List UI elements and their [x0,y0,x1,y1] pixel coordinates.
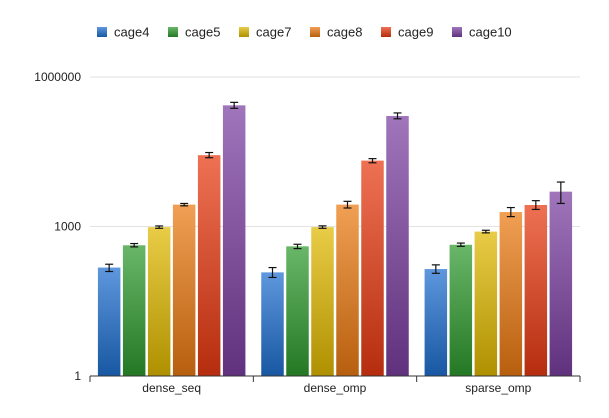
legend-item-cage9: cage9 [381,25,433,40]
bar-cage10-dense_seq [222,105,246,376]
error-bar-cage9-dense_seq [205,151,214,159]
bar-cage4-sparse_omp [424,269,448,376]
legend-item-cage5: cage5 [168,25,220,40]
error-bar-cage10-dense_omp [393,112,402,120]
legend-item-cage4: cage4 [97,25,149,40]
error-bars [105,101,565,279]
legend-swatch [381,27,391,37]
error-bar-cage8-dense_seq [180,202,189,207]
y-tick-label: 1 [74,369,81,383]
bar-cage9-dense_seq [197,155,221,376]
x-axis: dense_seq dense_omp sparse_omp [89,375,581,395]
legend-swatch [310,27,320,37]
bar-cage10-sparse_omp [549,191,573,376]
legend: cage4 cage5 cage7 cage8 cage9 cage10 [97,25,512,40]
error-bar-cage7-sparse_omp [481,229,490,234]
bar-cage10-dense_omp [386,115,409,376]
bar-cage4-dense_seq [97,267,121,376]
bar-cage7-sparse_omp [474,231,498,376]
legend-swatch [239,27,249,37]
y-tick-label: 1000000 [34,70,81,84]
legend-label: cage7 [256,25,291,40]
error-bar-cage5-sparse_omp [456,242,465,247]
error-bar-cage4-sparse_omp [431,264,440,274]
error-bar-cage9-sparse_omp [531,200,540,211]
bar-cage8-sparse_omp [499,212,523,376]
gridlines [90,76,580,227]
x-tick-label: sparse_omp [465,381,531,395]
error-bar-cage5-dense_seq [130,242,139,248]
legend-item-cage10: cage10 [452,25,512,40]
legend-label: cage4 [114,25,149,40]
error-bar-cage10-sparse_omp [556,181,565,205]
y-axis: 1 1000 1000000 [34,70,81,383]
legend-swatch [452,27,462,37]
legend-swatch [97,27,107,37]
legend-label: cage5 [185,25,220,40]
error-bar-cage8-dense_omp [343,200,352,209]
bars [97,105,573,376]
legend-item-cage8: cage8 [310,25,362,40]
error-bar-cage7-dense_omp [318,225,327,229]
x-tick-label: dense_omp [304,381,367,395]
bar-cage8-dense_omp [336,204,359,376]
legend-label: cage8 [327,25,362,40]
bar-cage9-dense_omp [361,160,384,376]
error-bar-cage5-dense_omp [293,243,302,250]
error-bar-cage4-dense_seq [105,263,114,273]
legend-swatch [168,27,178,37]
error-bar-cage8-sparse_omp [506,206,515,218]
error-bar-cage7-dense_seq [155,225,164,229]
bar-cage5-sparse_omp [449,244,473,376]
bar-cage4-dense_omp [261,272,284,376]
bar-cage9-sparse_omp [524,205,548,376]
y-tick-label: 1000 [54,220,81,234]
bar-cage7-dense_omp [311,227,334,376]
x-tick-label: dense_seq [142,381,201,395]
legend-label: cage10 [469,25,512,40]
error-bar-cage9-dense_omp [368,158,377,164]
bar-cage5-dense_seq [122,245,146,376]
bar-cage7-dense_seq [147,227,171,376]
error-bar-cage10-dense_seq [230,101,239,109]
legend-label: cage9 [398,25,433,40]
bar-cage5-dense_omp [286,246,309,376]
error-bar-cage4-dense_omp [268,266,277,279]
legend-item-cage7: cage7 [239,25,291,40]
bar-cage8-dense_seq [172,204,196,376]
